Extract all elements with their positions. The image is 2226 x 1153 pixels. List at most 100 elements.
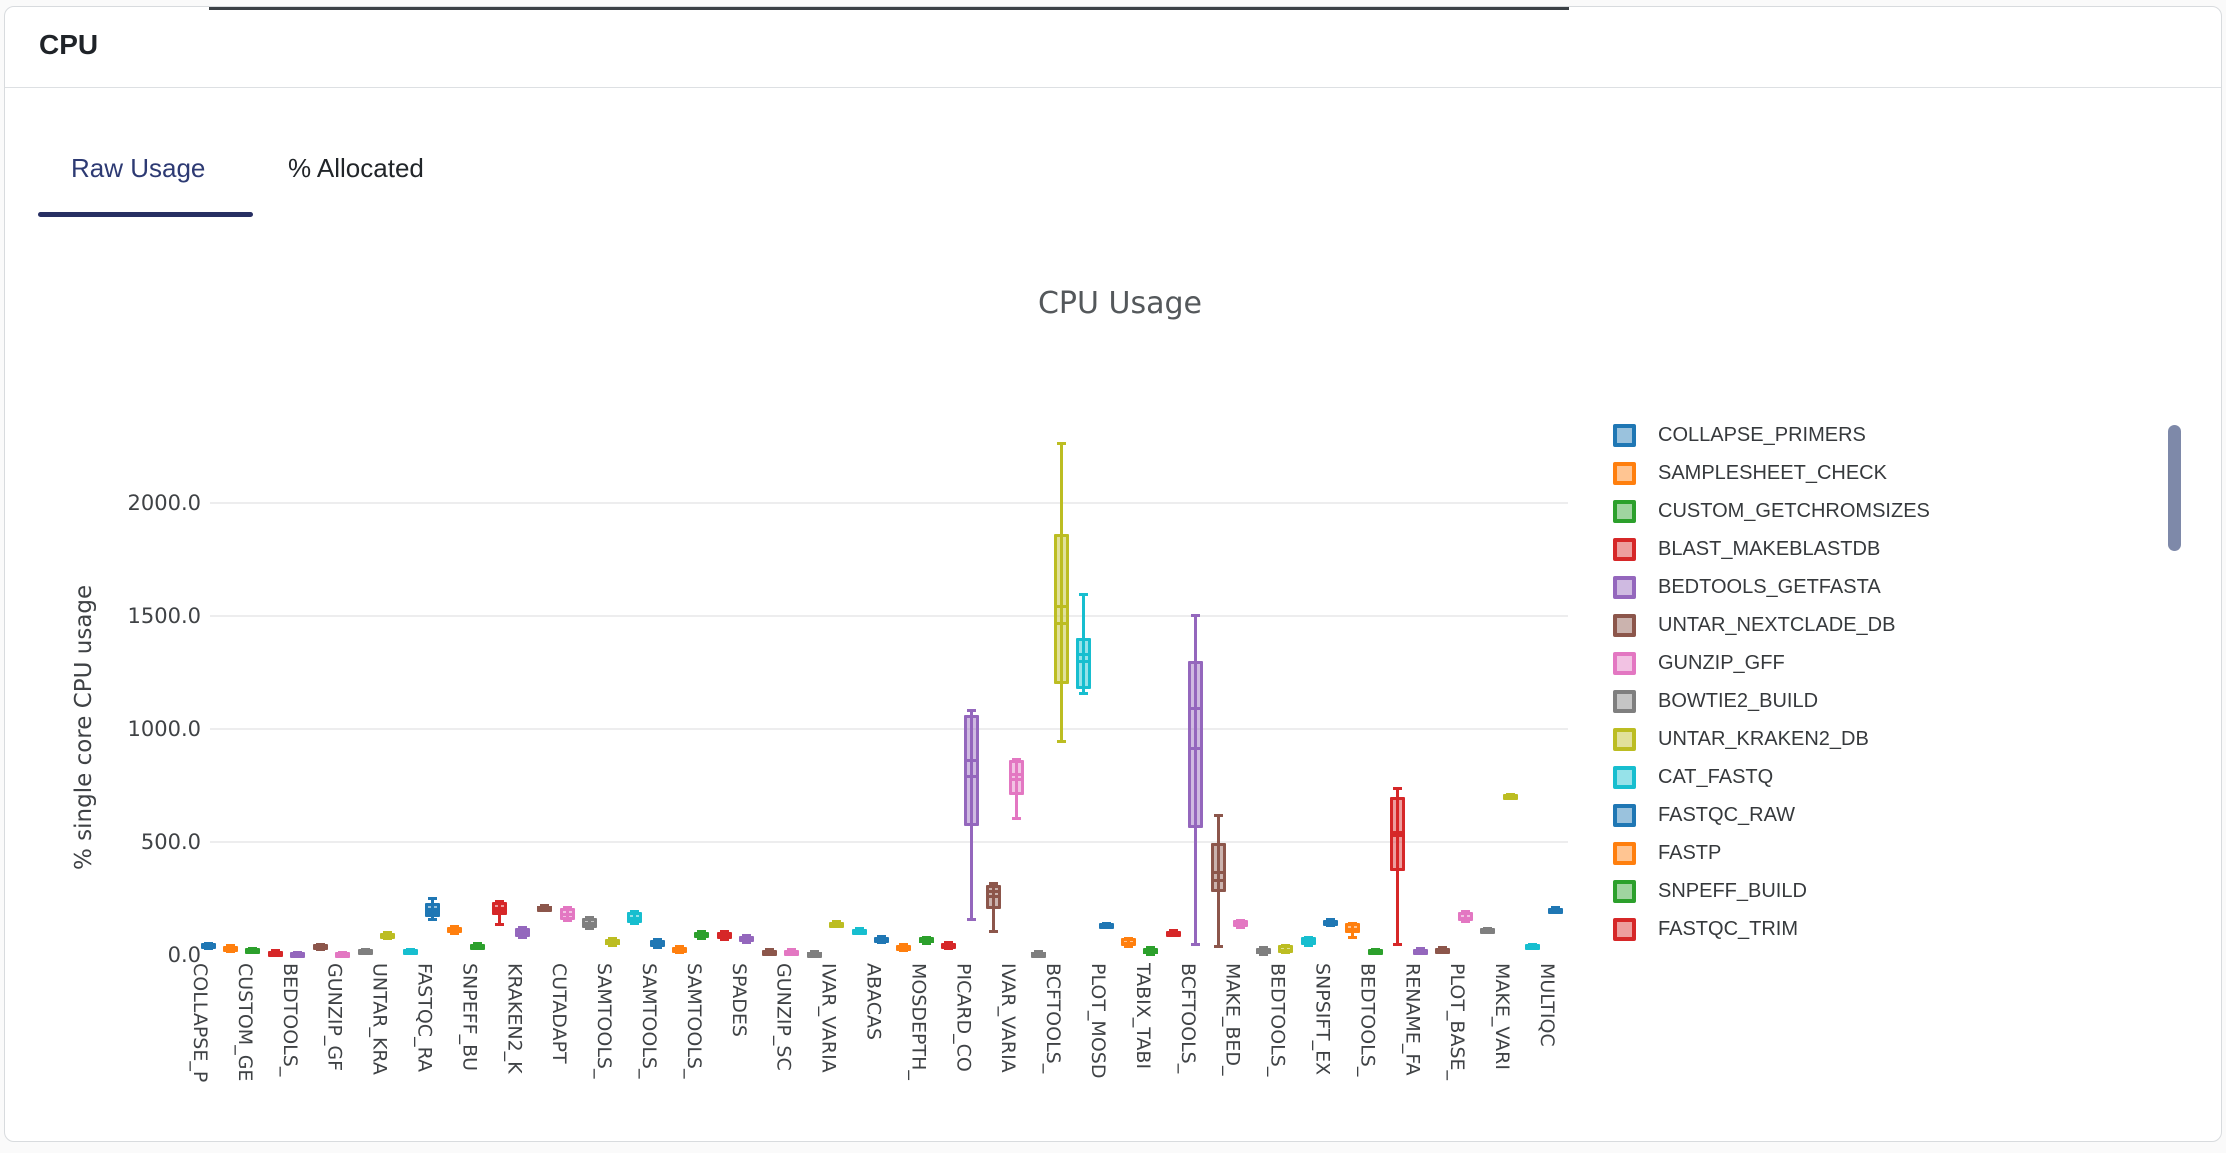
box-37[interactable] bbox=[1008, 760, 1024, 796]
box-whisker-cap-bottom bbox=[1213, 945, 1223, 949]
box-median-line bbox=[1502, 795, 1518, 799]
gridline bbox=[210, 501, 1568, 504]
box-median-line bbox=[1435, 949, 1451, 953]
box-whisker-cap-top bbox=[630, 910, 640, 914]
legend-item-collapse_primers[interactable]: COLLAPSE_PRIMERS bbox=[1613, 416, 1866, 454]
legend-item-custom_getchromsizes[interactable]: CUSTOM_GETCHROMSIZES bbox=[1613, 492, 1930, 530]
legend-item-blast_makeblastdb[interactable]: BLAST_MAKEBLASTDB bbox=[1613, 530, 1880, 568]
box-median-line bbox=[1188, 747, 1204, 751]
box-mean-line bbox=[1009, 773, 1023, 777]
box-39[interactable] bbox=[1053, 534, 1069, 684]
x-tick-label: SAMTOOLS_ bbox=[682, 963, 705, 1079]
box-whisker-cap-bottom bbox=[921, 941, 931, 945]
legend-swatch-icon bbox=[1613, 841, 1636, 865]
box-median-line bbox=[1053, 622, 1069, 626]
box-median-line bbox=[559, 913, 575, 917]
box-54[interactable] bbox=[1390, 797, 1406, 872]
box-mean-line bbox=[493, 908, 507, 912]
legend-label: BEDTOOLS_GETFASTA bbox=[1658, 575, 1881, 598]
legend-item-fastqc_trim[interactable]: FASTQC_TRIM bbox=[1613, 910, 1798, 948]
legend-item-fastp[interactable]: FASTP bbox=[1613, 834, 1721, 872]
box-median-line bbox=[829, 922, 845, 926]
box-median-line bbox=[1323, 921, 1338, 925]
box-whisker-cap-bottom bbox=[1191, 943, 1201, 947]
x-tick-label: BCFTOOLS_ bbox=[1176, 963, 1199, 1074]
box-median-line bbox=[447, 928, 463, 932]
box-median-line bbox=[806, 952, 822, 956]
gridline bbox=[210, 840, 1568, 843]
box-46[interactable] bbox=[1210, 843, 1226, 893]
box-whisker bbox=[1396, 788, 1400, 946]
box-45[interactable] bbox=[1188, 660, 1204, 829]
box-whisker-cap-top bbox=[832, 919, 842, 923]
box-median-line bbox=[402, 950, 418, 954]
legend-item-bowtie2_build[interactable]: BOWTIE2_BUILD bbox=[1613, 682, 1818, 720]
x-tick-label: SPADES bbox=[727, 963, 750, 1037]
box-whisker-cap-top bbox=[585, 915, 595, 919]
box-whisker bbox=[1059, 443, 1063, 743]
legend-label: SAMPLESHEET_CHECK bbox=[1658, 461, 1887, 484]
box-median-line bbox=[739, 938, 755, 942]
box-whisker-cap-bottom bbox=[1079, 691, 1089, 695]
legend-swatch-icon bbox=[1613, 689, 1636, 713]
x-tick-label: TABIX_TABI bbox=[1131, 963, 1154, 1070]
box-whisker-cap-top bbox=[1550, 906, 1560, 910]
box-median-line bbox=[200, 944, 216, 948]
x-tick-label: IVAR_VARIA bbox=[997, 963, 1020, 1073]
x-tick-label: SAMTOOLS_ bbox=[593, 963, 616, 1079]
box-whisker-cap-top bbox=[877, 934, 886, 938]
legend-swatch-icon bbox=[1613, 765, 1636, 789]
box-whisker-cap-top bbox=[1101, 921, 1111, 925]
box-whisker bbox=[969, 709, 973, 920]
box-whisker-cap-top bbox=[764, 948, 774, 952]
box-median-line bbox=[1345, 927, 1361, 931]
box-whisker-cap-top bbox=[742, 934, 752, 938]
tab-raw-usage[interactable]: Raw Usage bbox=[71, 153, 206, 183]
legend-item-samplesheet_check[interactable]: SAMPLESHEET_CHECK bbox=[1613, 454, 1887, 492]
box-whisker-cap-bottom bbox=[450, 931, 460, 935]
y-tick-label: 0.0 bbox=[167, 943, 201, 967]
legend-item-fastqc_raw[interactable]: FASTQC_RAW bbox=[1613, 796, 1795, 834]
tab-percent-allocated[interactable]: % Allocated bbox=[288, 153, 424, 183]
x-tick-label: BEDTOOLS_ bbox=[1266, 963, 1289, 1077]
box-median-line bbox=[1547, 909, 1563, 913]
box-whisker-cap-top bbox=[428, 896, 437, 900]
box-whisker-cap-bottom bbox=[517, 936, 527, 940]
box-median-line bbox=[1098, 924, 1114, 928]
legend-swatch-icon bbox=[1613, 727, 1636, 751]
x-tick-label: PLOT_BASE_ bbox=[1446, 963, 1469, 1081]
box-whisker-cap-bottom bbox=[989, 930, 999, 934]
box-mean-line bbox=[1189, 706, 1203, 710]
box-whisker-cap-top bbox=[607, 937, 617, 941]
box-whisker-cap-top bbox=[719, 930, 729, 934]
box-whisker bbox=[1082, 593, 1086, 694]
box-median-line bbox=[671, 948, 687, 952]
box-40[interactable] bbox=[1076, 638, 1092, 689]
x-tick-label: PICARD_CO bbox=[952, 963, 975, 1072]
box-whisker-cap-bottom bbox=[1011, 817, 1021, 821]
box-35[interactable] bbox=[963, 715, 979, 827]
box-median-line bbox=[335, 952, 351, 956]
box-whisker-cap-top bbox=[1011, 757, 1021, 761]
box-whisker-cap-top bbox=[540, 904, 550, 908]
legend-item-untar_nextclade_db[interactable]: UNTAR_NEXTCLADE_DB bbox=[1613, 606, 1895, 644]
box-median-line bbox=[784, 950, 800, 954]
box-median-line bbox=[537, 906, 553, 910]
legend-scrollbar-thumb[interactable] bbox=[2168, 425, 2181, 551]
box-median-line bbox=[1412, 950, 1428, 954]
legend-item-snpeff_build[interactable]: SNPEFF_BUILD bbox=[1613, 872, 1807, 910]
gridline bbox=[210, 727, 1568, 730]
box-whisker-cap-top bbox=[450, 925, 460, 929]
x-tick-label: CUSTOM_GE bbox=[233, 963, 256, 1082]
box-whisker-cap-top bbox=[1056, 442, 1066, 446]
legend-swatch-icon bbox=[1613, 499, 1636, 523]
legend-item-untar_kraken2_db[interactable]: UNTAR_KRAKEN2_DB bbox=[1613, 720, 1869, 758]
legend-item-bedtools_getfasta[interactable]: BEDTOOLS_GETFASTA bbox=[1613, 568, 1881, 606]
legend-item-gunzip_gff[interactable]: GUNZIP_GFF bbox=[1613, 644, 1785, 682]
box-median-line bbox=[380, 934, 396, 938]
x-tick-label: KRAKEN2_K bbox=[503, 963, 526, 1074]
box-mean-line bbox=[426, 911, 439, 915]
box-mean-line bbox=[987, 889, 1001, 893]
legend-swatch-icon bbox=[1613, 651, 1636, 675]
legend-item-cat_fastq[interactable]: CAT_FASTQ bbox=[1613, 758, 1773, 796]
